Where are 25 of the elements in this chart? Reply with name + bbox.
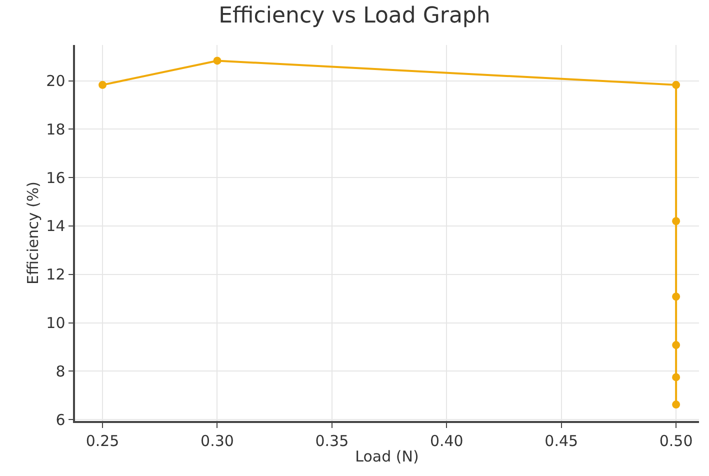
point (213, 56, 222, 65)
x-tick-label: 0.35 (315, 432, 349, 450)
y-tick-label: 8 (56, 362, 66, 380)
x-tick-label: 0.25 (86, 432, 120, 450)
x-tick-label: 0.50 (659, 432, 693, 450)
chart-title: Efficiency vs Load Graph (218, 4, 490, 29)
y-tick-label: 20 (46, 72, 66, 90)
point (672, 400, 680, 409)
x-tick-label: 0.30 (200, 432, 234, 450)
y-axis-title: Efficiency (%) (24, 182, 42, 284)
x-axis-title: Load (N) (355, 447, 419, 466)
point (672, 341, 680, 350)
point (98, 80, 107, 89)
y-tick-label: 16 (46, 168, 66, 187)
y-tick-label: 14 (46, 217, 66, 236)
point (672, 80, 680, 89)
y-tick-label: 6 (56, 410, 66, 429)
x-tick-label: 0.40 (430, 432, 464, 450)
point (672, 217, 680, 226)
y-tick-label: 12 (46, 266, 66, 284)
y-tick-label: 10 (46, 314, 66, 332)
point (672, 292, 680, 301)
y-tick-label: 18 (46, 120, 66, 138)
x-tick-label: 0.45 (544, 432, 578, 450)
point (672, 373, 680, 382)
